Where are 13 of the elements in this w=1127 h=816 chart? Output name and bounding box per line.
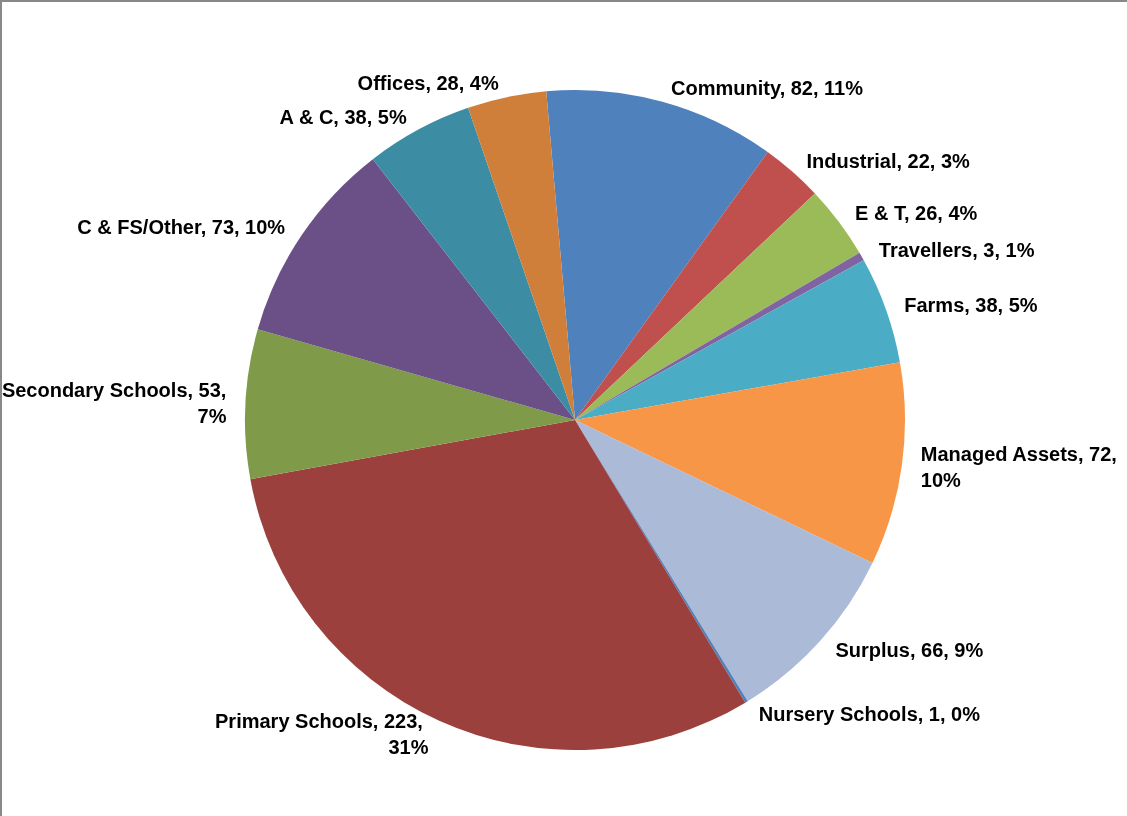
slice-label: C & FS/Other, 73, 10% bbox=[77, 216, 286, 239]
slice-label: Farms, 38, 5% bbox=[904, 294, 1038, 317]
slice-label: Industrial, 22, 3% bbox=[806, 150, 971, 173]
slice-label: Primary Schools, 223, 31% bbox=[215, 709, 429, 758]
slice-label: A & C, 38, 5% bbox=[279, 106, 407, 129]
slice-label: Travellers, 3, 1% bbox=[878, 238, 1035, 261]
slice-label: Managed Assets, 72, 10% bbox=[920, 442, 1123, 491]
slice-label: Surplus, 66, 9% bbox=[835, 639, 984, 662]
slice-label: Offices, 28, 4% bbox=[357, 72, 499, 95]
slice-label: Secondary Schools, 53, 7% bbox=[1, 379, 227, 428]
slice-label: Community, 82, 11% bbox=[671, 77, 864, 100]
slice-label: E & T, 26, 4% bbox=[855, 202, 978, 225]
slice-label: Nursery Schools, 1, 0% bbox=[758, 702, 981, 725]
